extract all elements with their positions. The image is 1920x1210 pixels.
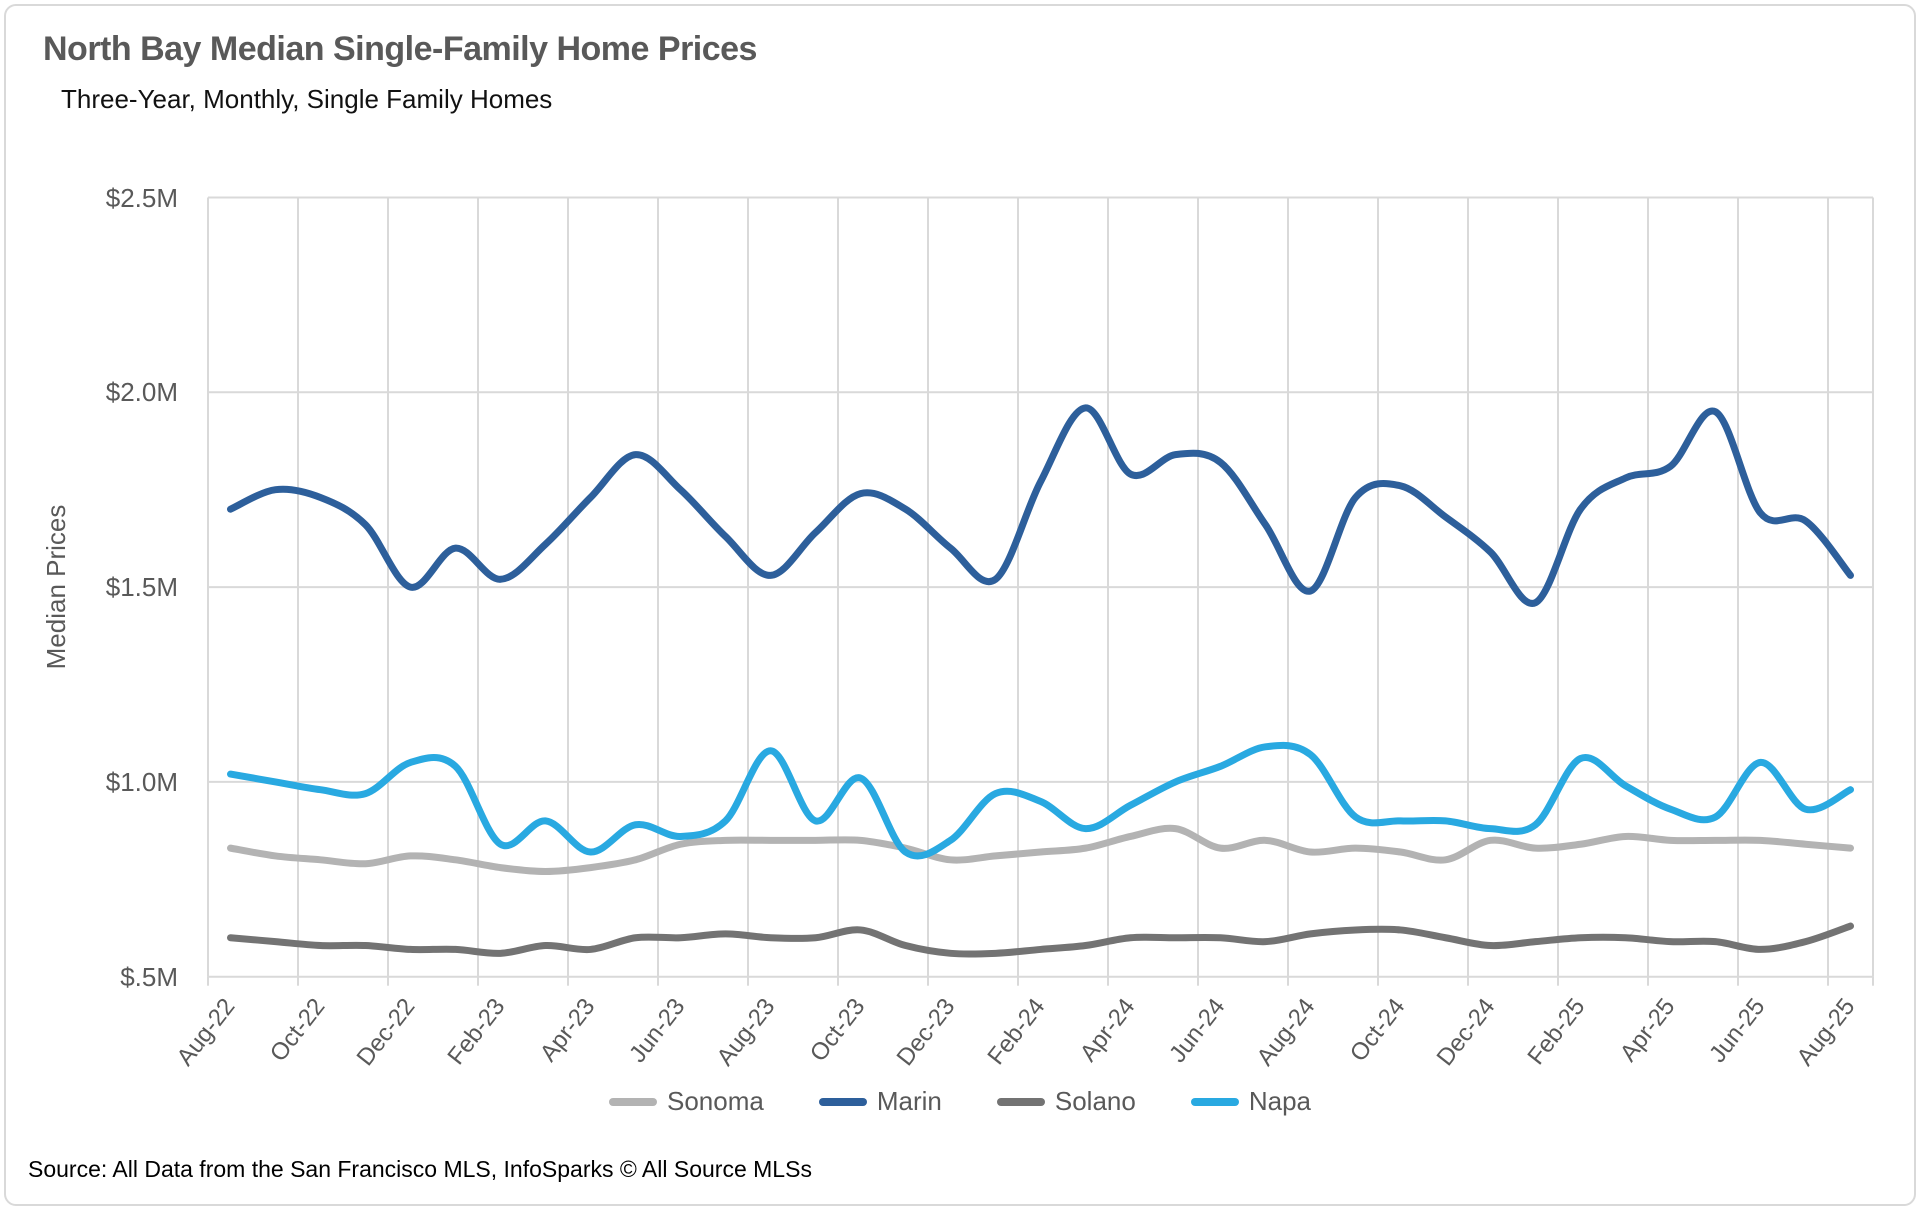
legend-label: Napa [1248,1086,1311,1116]
legend-item-solano: Solano [996,1086,1136,1117]
legend-swatch-marin [818,1097,867,1106]
y-tick-label: $2.5M [105,182,178,213]
source-note: Source: All Data from the San Francisco … [28,1156,812,1182]
legend-item-sonoma: Sonoma [609,1086,764,1117]
legend-label: Sonoma [667,1086,764,1116]
series-line-napa [227,741,1854,860]
legend-item-napa: Napa [1190,1086,1311,1117]
series-line-marin [227,404,1854,607]
y-tick-label: $2.0M [105,377,178,408]
legend-label: Solano [1054,1086,1136,1116]
series-line-solano [227,922,1854,958]
legend-item-marin: Marin [818,1086,942,1117]
legend-swatch-solano [996,1097,1045,1106]
legend-swatch-napa [1190,1097,1239,1106]
chart-subtitle: Three-Year, Monthly, Single Family Homes [61,84,553,114]
legend-swatch-sonoma [609,1097,657,1106]
legend-label: Marin [876,1086,942,1116]
y-tick-label: $.5M [120,961,178,992]
y-tick-label: $1.5M [105,572,178,603]
chart-title: North Bay Median Single-Family Home Pric… [43,30,757,68]
y-tick-label: $1.0M [105,766,178,797]
legend: Sonoma Marin Solano Napa [0,1086,1920,1117]
series-line-sonoma [227,824,1854,876]
